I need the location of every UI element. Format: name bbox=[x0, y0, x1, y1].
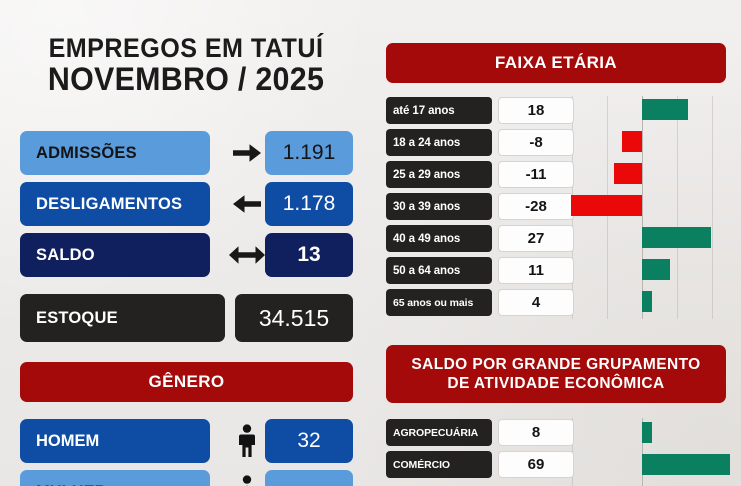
faixa-etaria-bars bbox=[562, 96, 741, 319]
row-label: 25 a 29 anos bbox=[386, 161, 492, 188]
bar-até 17 anos bbox=[642, 99, 688, 120]
stat-value-saldo: 13 bbox=[265, 233, 353, 277]
row-value: -28 bbox=[498, 193, 574, 220]
row-value: 11 bbox=[498, 257, 574, 284]
bar-40 a 49 anos bbox=[642, 227, 711, 248]
row-value: 27 bbox=[498, 225, 574, 252]
table-row: 50 a 64 anos 11 bbox=[386, 257, 726, 284]
bar-30 a 39 anos bbox=[570, 195, 642, 216]
table-row: 30 a 39 anos -28 bbox=[386, 193, 726, 220]
row-value: 8 bbox=[498, 419, 574, 446]
gender-value-mulher bbox=[265, 470, 353, 486]
title-line-2: NOVEMBRO / 2025 bbox=[47, 61, 325, 98]
bar-50 a 64 anos bbox=[642, 259, 670, 280]
table-row: 40 a 49 anos 27 bbox=[386, 225, 726, 252]
row-label: AGROPECUÁRIA bbox=[386, 419, 492, 446]
gender-label-mulher: MULHER bbox=[20, 470, 210, 486]
saldo-header-line-2: DE ATIVIDADE ECONÔMICA bbox=[447, 375, 665, 392]
row-label: 18 a 24 anos bbox=[386, 129, 492, 156]
saldo-atividade-bars bbox=[562, 418, 741, 486]
page-title: EMPREGOS EM TATUÍ NOVEMBRO / 2025 bbox=[0, 34, 372, 98]
row-label: 50 a 64 anos bbox=[386, 257, 492, 284]
gender-row-homem: HOMEM 32 bbox=[20, 419, 353, 463]
right-column: FAIXA ETÁRIA até 17 anos 18 18 a 24 anos… bbox=[372, 0, 741, 486]
arrow-right-icon bbox=[216, 131, 278, 175]
row-label: 65 anos ou mais bbox=[386, 289, 492, 316]
stat-label-desligamentos: DESLIGAMENTOS bbox=[20, 182, 210, 226]
bar-AGROPECUÁRIA bbox=[642, 422, 653, 443]
table-row: 65 anos ou mais 4 bbox=[386, 289, 726, 316]
stat-value-estoque: 34.515 bbox=[235, 294, 353, 342]
stat-value-admissoes: 1.191 bbox=[265, 131, 353, 175]
bar-65 anos ou mais bbox=[642, 291, 653, 312]
zero-axis-line bbox=[642, 96, 643, 319]
gender-value-homem: 32 bbox=[265, 419, 353, 463]
gridline bbox=[712, 96, 713, 319]
section-header-faixa-etaria: FAIXA ETÁRIA bbox=[386, 43, 726, 83]
bar-25 a 29 anos bbox=[614, 163, 642, 184]
bar-COMÉRCIO bbox=[642, 454, 731, 475]
table-row: 18 a 24 anos -8 bbox=[386, 129, 726, 156]
stat-label-estoque: ESTOQUE bbox=[20, 294, 225, 342]
row-value: 69 bbox=[498, 451, 574, 478]
table-row: até 17 anos 18 bbox=[386, 97, 726, 124]
stat-row-saldo: SALDO 13 bbox=[20, 233, 353, 277]
table-row: 25 a 29 anos -11 bbox=[386, 161, 726, 188]
table-row: AGROPECUÁRIA 8 bbox=[386, 419, 726, 446]
saldo-header-line-1: SALDO POR GRANDE GRUPAMENTO bbox=[411, 355, 701, 373]
gender-row-mulher: MULHER bbox=[20, 470, 353, 486]
row-label: 40 a 49 anos bbox=[386, 225, 492, 252]
zero-axis-line bbox=[642, 418, 643, 486]
row-value: 18 bbox=[498, 97, 574, 124]
stat-value-desligamentos: 1.178 bbox=[265, 182, 353, 226]
stat-row-estoque: ESTOQUE 34.515 bbox=[20, 294, 353, 342]
row-label: COMÉRCIO bbox=[386, 451, 492, 478]
left-column: EMPREGOS EM TATUÍ NOVEMBRO / 2025 ADMISS… bbox=[0, 34, 372, 486]
row-value: -11 bbox=[498, 161, 574, 188]
row-value: -8 bbox=[498, 129, 574, 156]
title-line-1: EMPREGOS EM TATUÍ bbox=[48, 33, 324, 63]
arrow-left-icon bbox=[216, 182, 278, 226]
row-label: até 17 anos bbox=[386, 97, 492, 124]
table-row: COMÉRCIO 69 bbox=[386, 451, 726, 478]
stat-label-saldo: SALDO bbox=[20, 233, 210, 277]
gender-label-homem: HOMEM bbox=[20, 419, 210, 463]
stat-label-admissoes: ADMISSÕES bbox=[20, 131, 210, 175]
stat-row-admissoes: ADMISSÕES 1.191 bbox=[20, 131, 353, 175]
bar-18 a 24 anos bbox=[621, 131, 642, 152]
male-icon bbox=[216, 419, 278, 463]
stat-row-desligamentos: DESLIGAMENTOS 1.178 bbox=[20, 182, 353, 226]
gridline bbox=[677, 96, 678, 319]
section-header-saldo-atividade: SALDO POR GRANDE GRUPAMENTO DE ATIVIDADE… bbox=[386, 345, 726, 403]
section-header-genero: GÊNERO bbox=[20, 362, 353, 402]
arrow-left-right-icon bbox=[216, 233, 278, 277]
row-label: 30 a 39 anos bbox=[386, 193, 492, 220]
row-value: 4 bbox=[498, 289, 574, 316]
